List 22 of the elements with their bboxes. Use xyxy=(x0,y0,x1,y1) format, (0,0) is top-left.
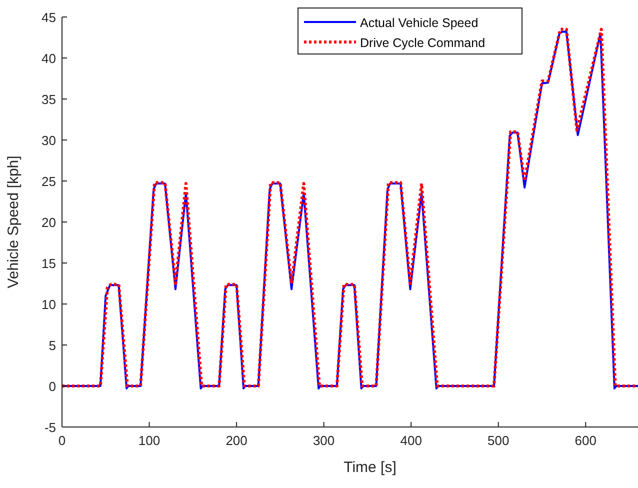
legend-label: Drive Cycle Command xyxy=(360,36,486,50)
x-tick-label: 500 xyxy=(488,433,510,448)
y-tick-label: 25 xyxy=(42,174,56,189)
x-tick-label: 100 xyxy=(138,433,160,448)
y-tick-label: 5 xyxy=(48,338,56,353)
x-axis-title: Time [s] xyxy=(344,459,396,476)
y-tick-label: 35 xyxy=(42,92,56,107)
y-tick-label: -5 xyxy=(44,420,56,435)
y-tick-label: 0 xyxy=(48,379,56,394)
y-tick-label: 40 xyxy=(42,51,56,66)
y-tick-label: 45 xyxy=(42,10,56,25)
x-tick-label: 300 xyxy=(312,433,335,448)
y-tick-label: 20 xyxy=(42,215,56,230)
y-axis-title: Vehicle Speed [kph] xyxy=(5,156,22,288)
y-tick-label: 30 xyxy=(42,133,56,148)
x-tick-label: 600 xyxy=(574,433,596,448)
x-tick-label: 0 xyxy=(58,433,66,448)
legend-label: Actual Vehicle Speed xyxy=(360,16,478,30)
x-tick-label: 200 xyxy=(226,433,248,448)
y-tick-label: 10 xyxy=(42,297,56,312)
x-tick-label: 400 xyxy=(400,433,422,448)
y-tick-label: 15 xyxy=(42,256,56,271)
